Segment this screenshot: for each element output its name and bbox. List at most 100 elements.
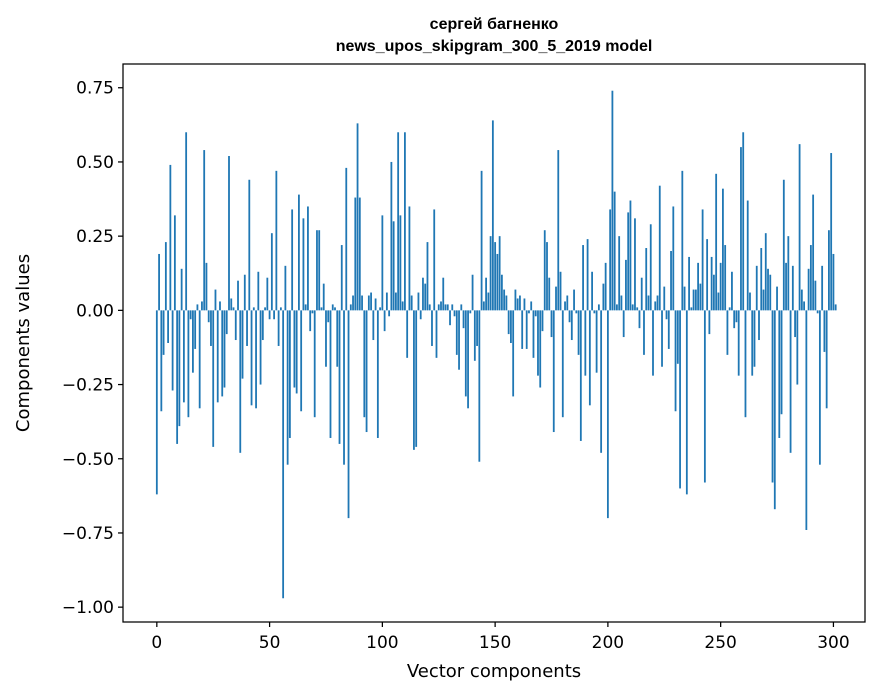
bar-259 <box>740 147 742 311</box>
bar-245 <box>708 310 711 335</box>
bar-243 <box>703 310 706 483</box>
bar-227 <box>667 310 670 349</box>
chart-subtitle: news_upos_skipgram_300_5_2019 model <box>336 38 653 55</box>
bar-69 <box>311 310 314 314</box>
bar-263 <box>749 292 751 311</box>
bar-251 <box>722 188 724 311</box>
y-tick-label-7: −1.00 <box>62 598 114 618</box>
bar-218 <box>647 295 650 311</box>
bar-279 <box>785 262 787 311</box>
bar-90 <box>358 197 361 311</box>
bar-132 <box>453 310 456 317</box>
bar-9 <box>176 310 179 444</box>
x-tick-label-300: 300 <box>817 633 849 653</box>
bar-63 <box>298 194 300 311</box>
bar-19 <box>198 310 201 409</box>
bar-11 <box>180 268 183 311</box>
bar-series <box>155 90 837 599</box>
bar-22 <box>205 262 208 311</box>
bar-235 <box>685 310 688 495</box>
bar-182 <box>566 295 569 311</box>
y-tick-label-6: −0.75 <box>62 524 114 544</box>
bar-297 <box>825 310 828 409</box>
bar-84 <box>345 167 348 311</box>
bar-238 <box>692 289 695 311</box>
bar-181 <box>564 301 566 311</box>
bar-271 <box>767 268 769 311</box>
bar-149 <box>491 120 494 311</box>
bar-119 <box>424 283 427 311</box>
bar-298 <box>828 230 830 311</box>
bar-68 <box>309 310 312 332</box>
bar-74 <box>322 283 325 311</box>
bar-138 <box>467 310 469 409</box>
bar-266 <box>755 265 758 311</box>
x-tick-label-200: 200 <box>592 633 624 653</box>
bar-39 <box>243 274 246 311</box>
bar-294 <box>818 310 821 465</box>
bar-133 <box>455 310 458 355</box>
bar-277 <box>780 310 783 415</box>
bar-186 <box>575 310 578 314</box>
bar-32 <box>228 156 230 311</box>
bar-196 <box>597 304 600 311</box>
bar-37 <box>239 310 242 453</box>
bar-40 <box>246 310 248 346</box>
bar-14 <box>187 310 190 418</box>
bar-78 <box>331 304 334 311</box>
bar-64 <box>300 310 303 412</box>
bar-25 <box>212 310 215 447</box>
bar-178 <box>557 150 560 311</box>
bar-212 <box>634 218 636 311</box>
bar-91 <box>361 295 363 311</box>
bar-198 <box>602 283 605 311</box>
bar-73 <box>320 307 323 311</box>
bar-211 <box>631 304 634 311</box>
bar-209 <box>627 212 630 311</box>
bar-98 <box>376 310 379 438</box>
bar-223 <box>658 185 661 311</box>
y-tick-label-5: −0.50 <box>62 450 114 470</box>
bar-103 <box>388 310 391 317</box>
bar-240 <box>697 262 699 311</box>
bar-23 <box>207 310 210 323</box>
bar-112 <box>408 206 411 311</box>
bar-111 <box>406 310 409 358</box>
bar-284 <box>796 310 799 385</box>
bar-150 <box>494 242 497 311</box>
bar-7 <box>171 310 174 391</box>
bar-50 <box>268 310 271 320</box>
bar-242 <box>701 209 704 311</box>
bar-20 <box>201 301 203 311</box>
bar-108 <box>399 215 402 311</box>
bar-299 <box>830 153 833 311</box>
bar-89 <box>356 123 359 311</box>
bar-151 <box>496 253 499 311</box>
bar-184 <box>570 310 573 341</box>
bar-169 <box>537 310 539 376</box>
bar-33 <box>230 298 233 311</box>
bar-229 <box>672 206 675 311</box>
bar-248 <box>715 173 718 311</box>
bar-265 <box>753 310 756 367</box>
bar-220 <box>652 310 654 376</box>
bar-161 <box>519 295 521 311</box>
bar-264 <box>751 310 754 376</box>
bar-57 <box>284 265 287 311</box>
bar-141 <box>473 310 476 361</box>
bar-43 <box>252 307 255 311</box>
bar-154 <box>503 289 506 311</box>
bar-72 <box>318 230 321 311</box>
bar-130 <box>449 310 451 326</box>
bar-252 <box>724 245 727 311</box>
bar-262 <box>746 200 749 311</box>
bar-51 <box>270 233 273 311</box>
bar-164 <box>525 310 528 349</box>
bar-255 <box>731 271 733 311</box>
bar-105 <box>392 221 395 311</box>
bar-24 <box>210 310 212 346</box>
bar-207 <box>622 310 625 338</box>
bar-92 <box>363 310 366 418</box>
bar-250 <box>719 262 722 311</box>
